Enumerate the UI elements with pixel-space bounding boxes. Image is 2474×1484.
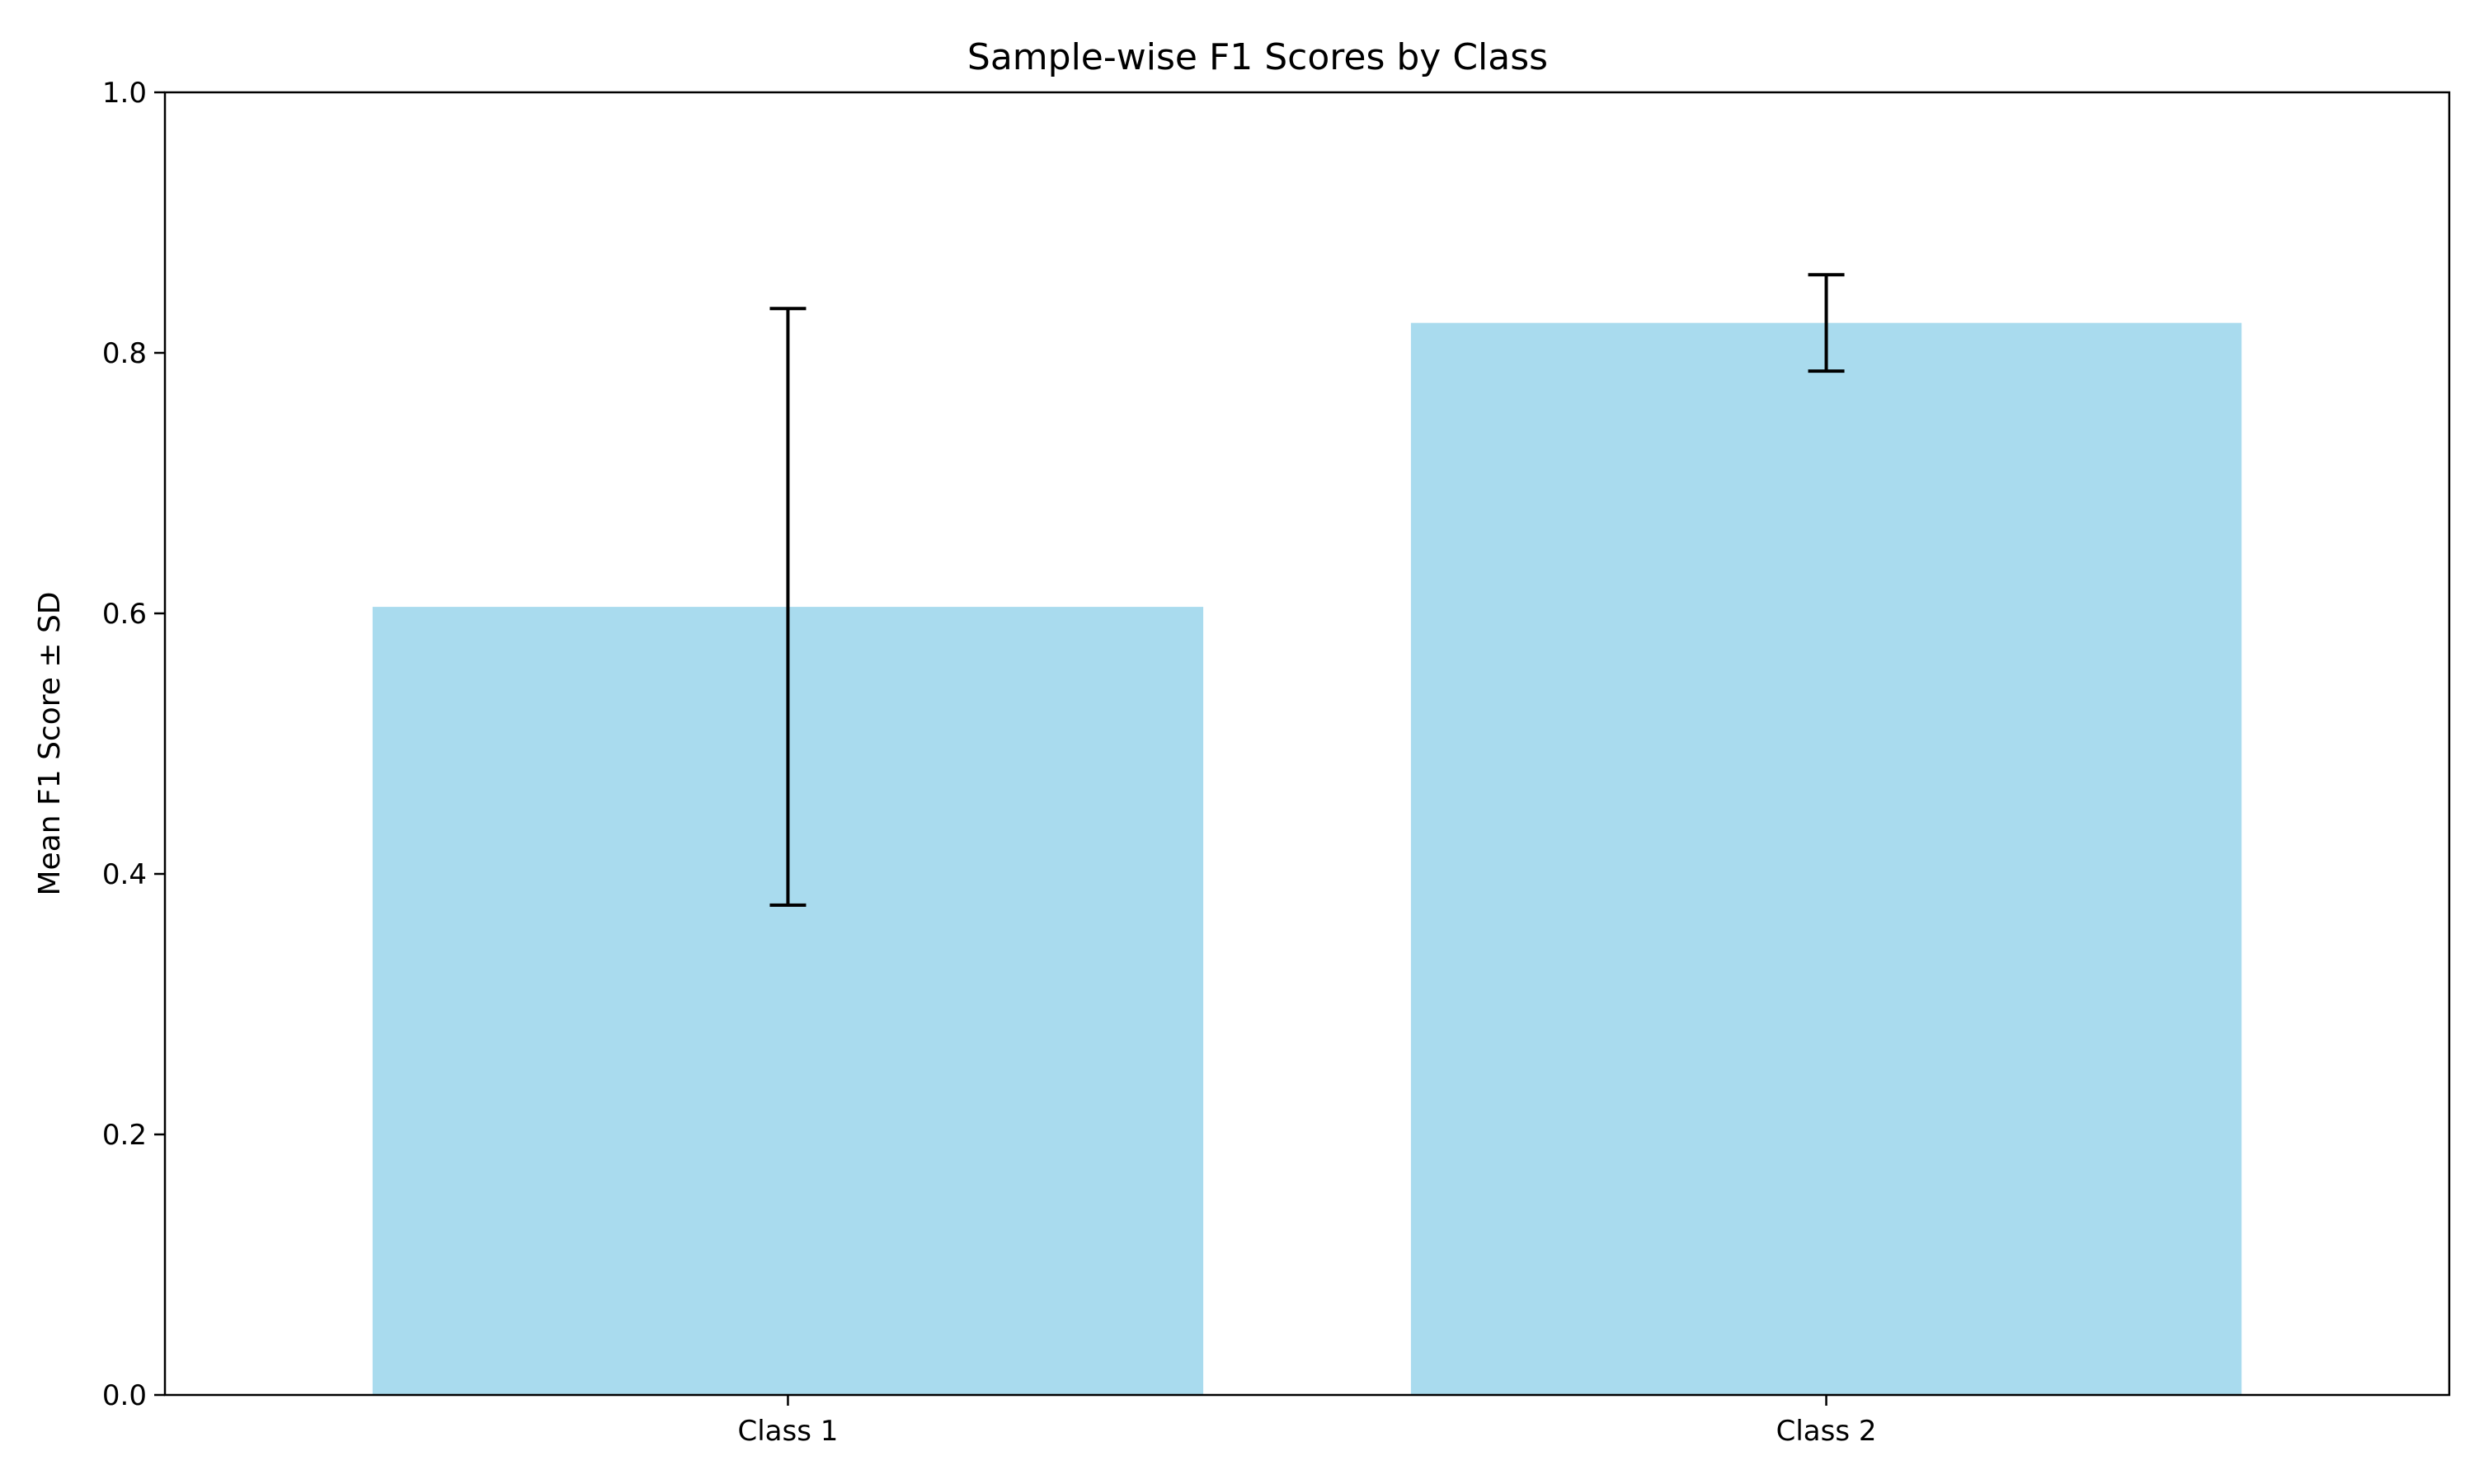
bar-2 [1410,322,2242,1395]
x-tick-label: Class 2 [1776,1415,1877,1448]
y-tick-label: 0.0 [102,1379,147,1412]
y-tick-label: 0.4 [102,858,147,891]
chart-title: Sample-wise F1 Scores by Class [967,36,1548,78]
y-tick-label: 1.0 [102,77,147,110]
y-tick-label: 0.8 [102,337,147,370]
y-tick-label: 0.2 [102,1119,147,1152]
x-axis: Class 1 Class 2 [738,1395,1877,1448]
x-tick-label: Class 1 [738,1415,839,1448]
y-tick-label: 0.6 [102,598,147,631]
axes-frame [163,91,2451,1397]
y-axis: 0.0 0.2 0.4 0.6 0.8 1.0 [102,77,165,1412]
y-axis-label: Mean F1 Score ± SD [33,591,67,895]
plot-area [372,273,2242,1395]
